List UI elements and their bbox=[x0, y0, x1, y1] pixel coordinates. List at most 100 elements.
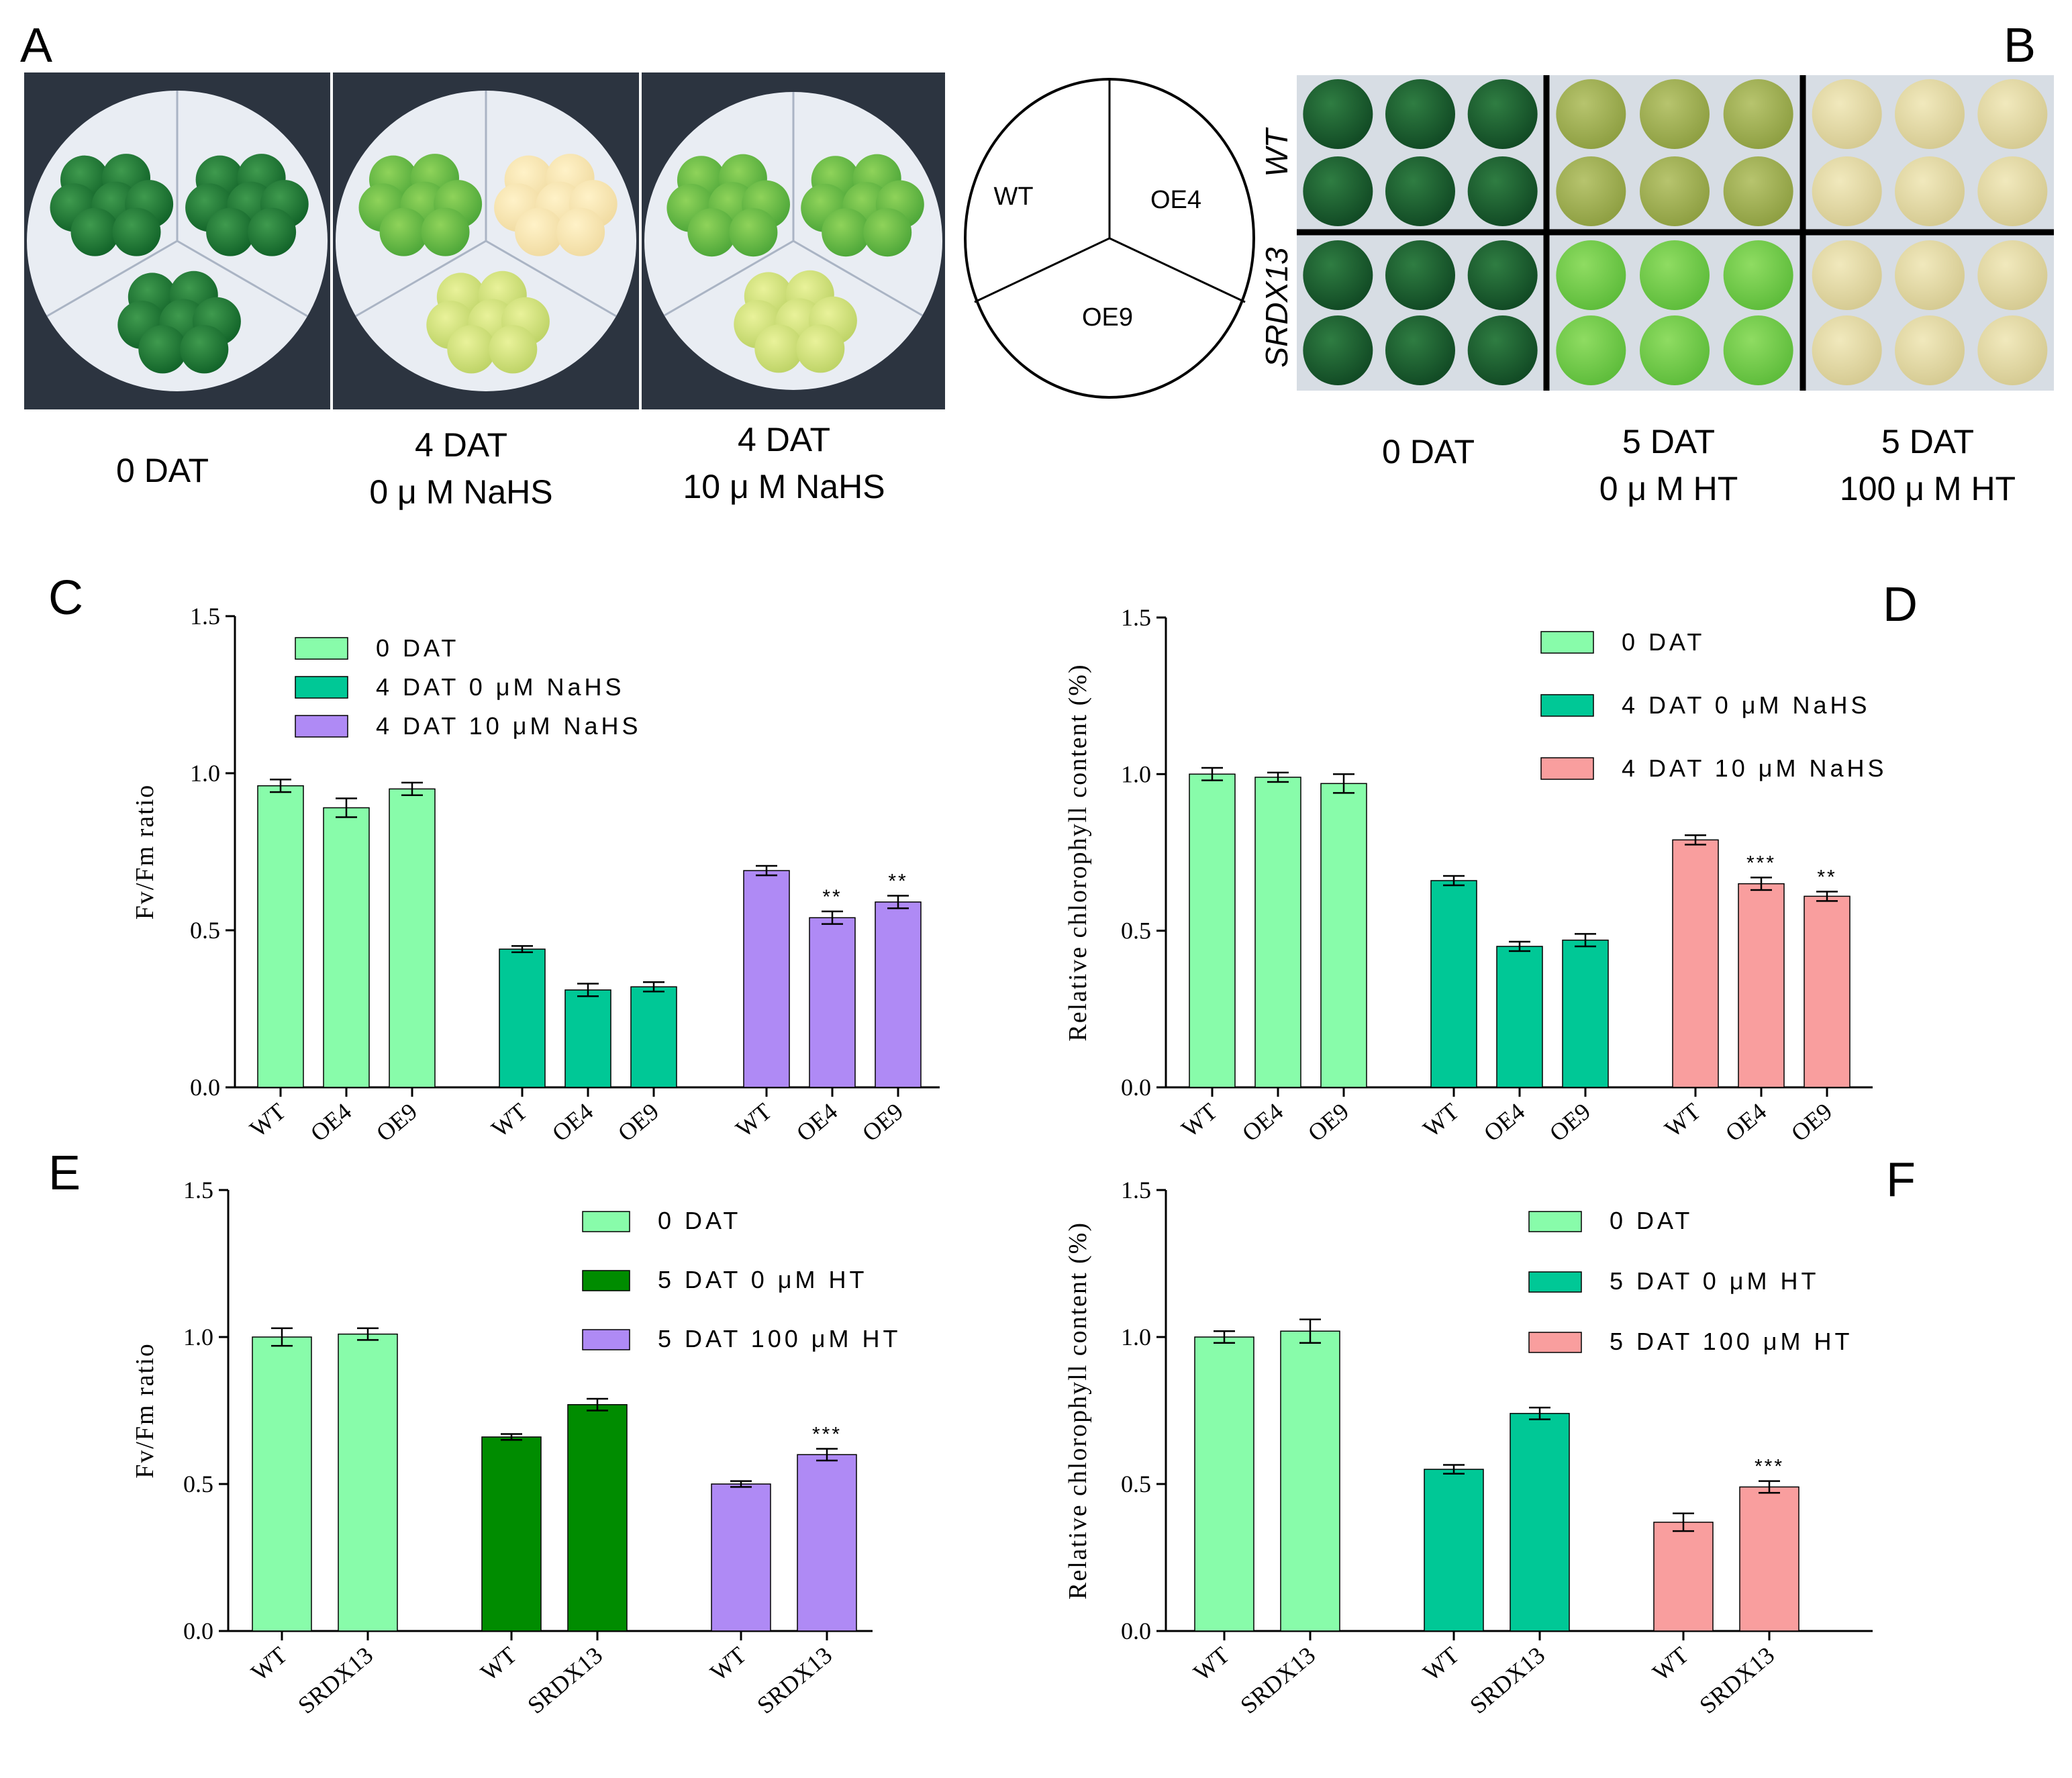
leaf-disc bbox=[447, 325, 496, 374]
x-tick-label: OE4 bbox=[1720, 1097, 1771, 1146]
legend-swatch bbox=[1528, 1332, 1582, 1353]
bar bbox=[809, 917, 856, 1088]
legend-swatch bbox=[1540, 694, 1594, 717]
leaf-disc bbox=[1303, 79, 1373, 149]
leaf-disc bbox=[206, 207, 255, 256]
panel-b-leaf-disc-photo bbox=[1297, 75, 2054, 391]
bar bbox=[564, 989, 611, 1088]
bar bbox=[323, 807, 370, 1088]
x-tick-label: WT bbox=[1648, 1641, 1694, 1686]
leaf-disc bbox=[1812, 315, 1882, 385]
y-tick-label: 0.0 bbox=[1121, 1074, 1151, 1101]
row-label-wt: WT bbox=[1259, 127, 1294, 177]
chart-f: 0.0 0.5 1.0 1.5 Relative chlorophyll content… bbox=[1064, 1177, 1873, 1719]
significance-label: *** bbox=[812, 1423, 842, 1445]
legend-label: 5 DAT 0 μM HT bbox=[658, 1266, 867, 1293]
significance-label: ** bbox=[822, 886, 842, 908]
y-tick-label: 0.5 bbox=[190, 917, 220, 944]
leaf-disc bbox=[1640, 315, 1710, 385]
x-tick-label: OE4 bbox=[547, 1097, 598, 1146]
y-tick-label: 1.5 bbox=[190, 603, 220, 630]
bar bbox=[1430, 880, 1477, 1088]
caption-a3-line1: 4 DAT bbox=[738, 421, 830, 458]
leaf-disc bbox=[1812, 240, 1882, 310]
leaf-disc bbox=[556, 207, 605, 256]
significance-label: ** bbox=[888, 871, 907, 893]
leaf-disc bbox=[1723, 156, 1793, 226]
leaf-disc bbox=[1812, 156, 1882, 226]
y-tick-label: 1.5 bbox=[1121, 604, 1151, 631]
legend-swatch bbox=[582, 1270, 630, 1291]
legend-label: 0 DAT bbox=[1622, 628, 1705, 656]
x-tick-label: WT bbox=[487, 1097, 533, 1142]
x-tick-label: WT bbox=[245, 1097, 291, 1142]
y-tick-label: 1.5 bbox=[183, 1177, 213, 1203]
significance-label: *** bbox=[1755, 1456, 1784, 1478]
bar bbox=[711, 1483, 771, 1632]
x-tick-label: OE4 bbox=[305, 1097, 356, 1146]
schema-oe4-label: OE4 bbox=[1150, 186, 1201, 214]
leaf-disc bbox=[70, 207, 119, 256]
leaf-disc bbox=[1977, 240, 2048, 310]
leaf-disc bbox=[1385, 156, 1455, 226]
row-label-srdx13: SRDX13 bbox=[1259, 247, 1294, 367]
leaf-disc bbox=[248, 207, 297, 256]
legend-swatch bbox=[1528, 1211, 1582, 1232]
panel-f-letter: F bbox=[1886, 1153, 1916, 1207]
leaf-disc bbox=[1303, 156, 1373, 226]
x-tick-label: OE9 bbox=[1544, 1097, 1595, 1146]
legend-swatch bbox=[295, 637, 348, 660]
leaf-disc bbox=[421, 207, 470, 256]
caption-b2-line1: 5 DAT bbox=[1622, 423, 1715, 460]
legend-label: 5 DAT 0 μM HT bbox=[1610, 1267, 1819, 1295]
bar bbox=[1510, 1413, 1570, 1632]
legend-label: 4 DAT 10 μM NaHS bbox=[376, 712, 642, 740]
y-tick-label: 1.5 bbox=[1121, 1177, 1151, 1203]
legend-label: 0 DAT bbox=[376, 634, 459, 662]
leaf-disc bbox=[1556, 79, 1626, 149]
x-tick-label: OE9 bbox=[613, 1097, 664, 1146]
y-tick-label: 0.5 bbox=[183, 1471, 213, 1497]
legend-label: 5 DAT 100 μM HT bbox=[1610, 1328, 1853, 1355]
dish-divider bbox=[793, 240, 924, 317]
leaf-disc bbox=[863, 208, 912, 257]
leaf-disc bbox=[489, 325, 538, 374]
y-tick-label: 1.0 bbox=[1121, 760, 1151, 787]
leaf-disc bbox=[1640, 79, 1710, 149]
leaf-disc bbox=[1556, 315, 1626, 385]
x-tick-label: OE4 bbox=[1237, 1097, 1288, 1146]
legend-label: 0 DAT bbox=[1610, 1207, 1693, 1234]
bar bbox=[257, 785, 304, 1088]
x-tick-label: WT bbox=[1189, 1641, 1235, 1686]
leaf-disc bbox=[1385, 315, 1455, 385]
leaf-disc bbox=[515, 207, 564, 256]
x-tick-label: WT bbox=[1177, 1097, 1223, 1142]
bar bbox=[1254, 777, 1301, 1088]
leaf-disc bbox=[1977, 79, 2048, 149]
leaf-disc bbox=[379, 207, 428, 256]
bar bbox=[1280, 1330, 1340, 1632]
leaf-disc bbox=[1895, 79, 1965, 149]
y-tick-label: 0.5 bbox=[1121, 1471, 1151, 1497]
panel-e-letter: E bbox=[48, 1146, 81, 1200]
bar bbox=[1194, 1336, 1254, 1632]
y-tick-label: 1.0 bbox=[1121, 1324, 1151, 1350]
y-tick-label: 0.0 bbox=[190, 1074, 220, 1101]
caption-a3-line2: 10 μ M NaHS bbox=[683, 468, 885, 505]
bar bbox=[630, 986, 677, 1088]
bar bbox=[1189, 773, 1236, 1088]
bar bbox=[1739, 1486, 1799, 1632]
y-axis-label: Fv/Fm ratio bbox=[131, 784, 159, 920]
bar bbox=[1320, 783, 1367, 1088]
significance-label: ** bbox=[1817, 866, 1836, 888]
schema-wt-label: WT bbox=[993, 183, 1033, 211]
caption-b2-line2: 0 μ M HT bbox=[1599, 470, 1738, 507]
x-tick-label: WT bbox=[705, 1641, 752, 1686]
bar bbox=[499, 948, 546, 1088]
bar bbox=[567, 1403, 628, 1632]
dish-divider bbox=[46, 240, 178, 317]
leaf-disc bbox=[754, 324, 803, 373]
dish-divider bbox=[355, 240, 487, 317]
legend-swatch bbox=[582, 1329, 630, 1350]
dish-divider bbox=[485, 240, 617, 317]
